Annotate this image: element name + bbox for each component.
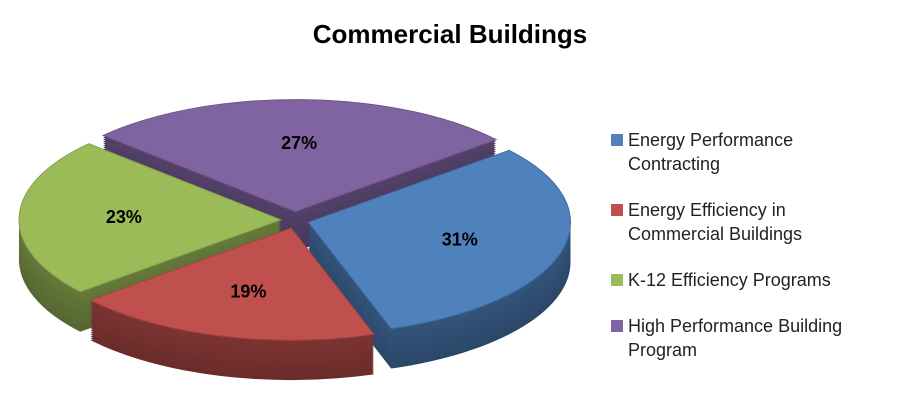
data-label: 31% xyxy=(442,229,478,249)
legend-swatch xyxy=(611,274,623,286)
legend-label: Energy Performance Contracting xyxy=(628,130,794,174)
chart-title: Commercial Buildings xyxy=(313,19,588,49)
legend-item: High Performance Building Program xyxy=(611,314,901,362)
legend-label: K-12 Efficiency Programs xyxy=(628,270,831,290)
legend-label: High Performance Building Program xyxy=(628,316,843,360)
slice xyxy=(18,143,283,293)
slice xyxy=(89,227,375,341)
legend-item: Energy Efficiency in Commercial Building… xyxy=(611,198,901,246)
legend-item: Energy Performance Contracting xyxy=(611,128,901,176)
legend-item: K-12 Efficiency Programs xyxy=(611,268,901,292)
legend-swatch xyxy=(611,134,623,146)
data-label: 27% xyxy=(281,133,317,153)
legend-swatch xyxy=(611,204,623,216)
legend-swatch xyxy=(611,320,623,332)
legend-label: Energy Efficiency in Commercial Building… xyxy=(628,200,803,244)
data-label: 23% xyxy=(106,207,142,227)
slice xyxy=(101,99,498,213)
data-label: 19% xyxy=(230,281,266,301)
legend: Energy Performance Contracting Energy Eff… xyxy=(611,128,901,384)
slice xyxy=(307,149,571,330)
